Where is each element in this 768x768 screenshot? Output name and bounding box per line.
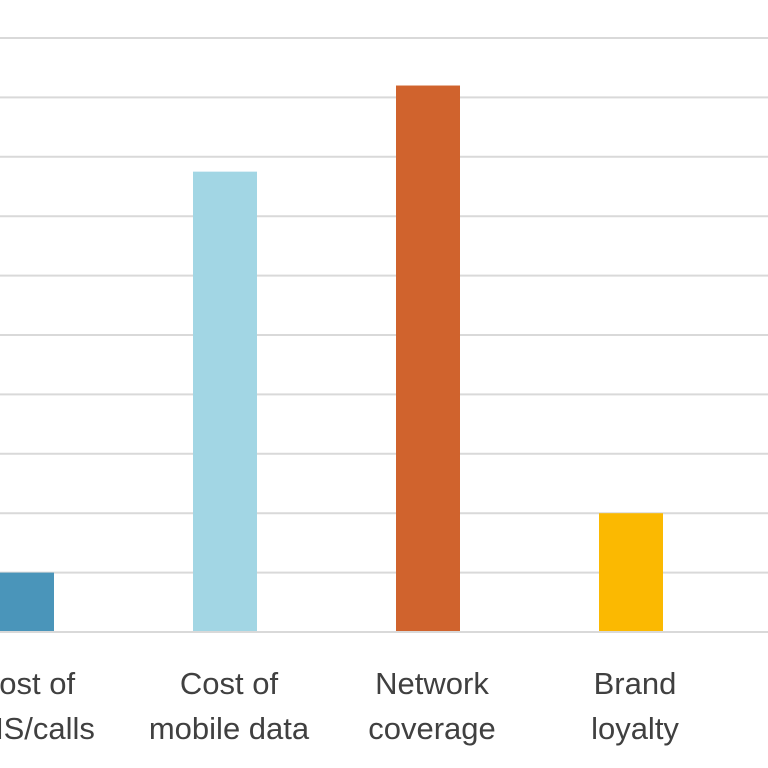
x-tick-label: Cost of	[180, 666, 279, 701]
x-tick-label: SMS/calls	[0, 711, 95, 746]
x-tick-label: Network	[375, 666, 489, 701]
bars	[0, 85, 663, 632]
gridlines	[0, 37, 768, 574]
x-tick-label: loyalty	[591, 711, 679, 746]
x-tick-label: Brand	[594, 666, 677, 701]
x-tick-label: Cost of	[0, 666, 75, 701]
bar-2	[396, 85, 460, 632]
bar-3	[599, 513, 663, 632]
x-tick-labels: Cost of SMS/calls Cost of mobile data Networ…	[0, 666, 679, 746]
x-tick-label: coverage	[368, 711, 496, 746]
bar-0	[0, 572, 54, 632]
x-tick-label: mobile data	[149, 711, 310, 746]
bar-1	[193, 171, 257, 632]
